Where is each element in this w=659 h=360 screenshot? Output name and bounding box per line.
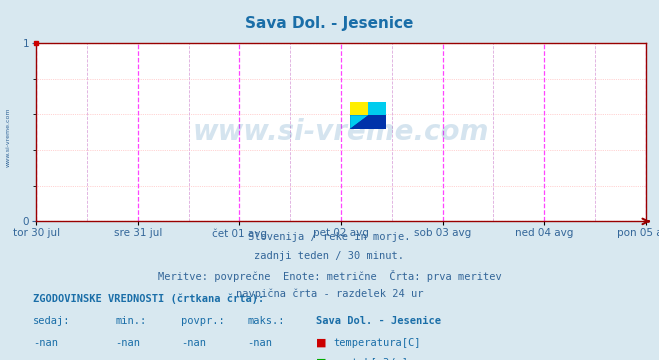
Polygon shape bbox=[350, 115, 368, 129]
Text: www.si-vreme.com: www.si-vreme.com bbox=[193, 118, 489, 146]
Text: -nan: -nan bbox=[247, 338, 272, 348]
Text: -nan: -nan bbox=[33, 338, 58, 348]
Text: navpična črta - razdelek 24 ur: navpična črta - razdelek 24 ur bbox=[236, 288, 423, 299]
Polygon shape bbox=[350, 115, 386, 129]
Text: maks.:: maks.: bbox=[247, 316, 285, 326]
Text: Sava Dol. - Jesenice: Sava Dol. - Jesenice bbox=[245, 16, 414, 31]
Polygon shape bbox=[350, 102, 368, 115]
Text: ■: ■ bbox=[316, 358, 327, 360]
Polygon shape bbox=[368, 102, 386, 115]
Text: -nan: -nan bbox=[247, 358, 272, 360]
Text: Sava Dol. - Jesenice: Sava Dol. - Jesenice bbox=[316, 316, 442, 326]
Text: Slovenija / reke in morje.: Slovenija / reke in morje. bbox=[248, 232, 411, 242]
Text: ZGODOVINSKE VREDNOSTI (črtkana črta):: ZGODOVINSKE VREDNOSTI (črtkana črta): bbox=[33, 293, 264, 304]
Text: -nan: -nan bbox=[115, 358, 140, 360]
Text: pretok[m3/s]: pretok[m3/s] bbox=[333, 358, 409, 360]
Text: zadnji teden / 30 minut.: zadnji teden / 30 minut. bbox=[254, 251, 405, 261]
Text: sedaj:: sedaj: bbox=[33, 316, 71, 326]
Polygon shape bbox=[350, 115, 386, 129]
Text: -nan: -nan bbox=[33, 358, 58, 360]
Text: temperatura[C]: temperatura[C] bbox=[333, 338, 421, 348]
Text: www.si-vreme.com: www.si-vreme.com bbox=[5, 107, 11, 167]
Text: ■: ■ bbox=[316, 338, 327, 348]
Text: min.:: min.: bbox=[115, 316, 146, 326]
Text: -nan: -nan bbox=[181, 338, 206, 348]
Text: povpr.:: povpr.: bbox=[181, 316, 225, 326]
Text: -nan: -nan bbox=[115, 338, 140, 348]
Text: -nan: -nan bbox=[181, 358, 206, 360]
Text: Meritve: povprečne  Enote: metrične  Črta: prva meritev: Meritve: povprečne Enote: metrične Črta:… bbox=[158, 270, 501, 282]
